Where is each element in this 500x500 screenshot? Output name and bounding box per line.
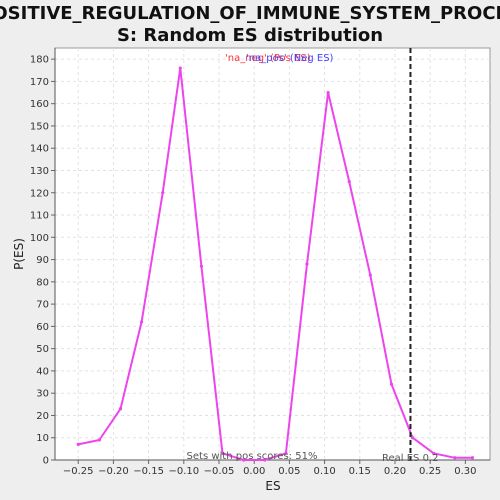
y-tick-label: 170	[30, 77, 49, 88]
es-data-point	[410, 436, 415, 440]
es-data-point	[161, 191, 165, 195]
es-distribution-line	[77, 67, 473, 461]
y-tick-label: 60	[36, 322, 49, 333]
es-data-point	[97, 438, 101, 442]
y-tick-label: 100	[30, 233, 49, 244]
y-tick-label: 180	[30, 55, 49, 66]
y-tick-label: 90	[36, 255, 49, 266]
es-data-point	[178, 66, 182, 70]
x-axis-label: ES	[265, 479, 280, 493]
es-data-point	[347, 180, 351, 184]
x-tick-label: −0.15	[133, 466, 164, 477]
y-tick-label: 160	[30, 99, 49, 110]
es-data-point	[453, 456, 457, 460]
y-tick-label: 110	[30, 211, 49, 222]
y-tick-label: 120	[30, 188, 49, 199]
es-data-point	[139, 320, 144, 324]
y-tick-label: 140	[30, 144, 49, 155]
plot-area	[54, 47, 491, 461]
y-tick-label: 130	[30, 166, 49, 177]
x-tick-label: 0.10	[313, 466, 335, 477]
series-layer	[76, 48, 475, 462]
y-tick-label: 10	[36, 433, 49, 444]
chart-title-line-2: S: Random ES distribution	[117, 25, 383, 46]
x-tick-label: −0.10	[168, 466, 199, 477]
es-data-point	[263, 458, 267, 462]
chart-title-line-1: POSITIVE_REGULATION_OF_IMMUNE_SYSTEM_PRO…	[0, 3, 500, 24]
legend-entry-pos: 'na_neg' (Pos ES)	[225, 53, 311, 64]
es-data-point	[242, 458, 246, 462]
x-tick-label: 0.00	[243, 466, 265, 477]
pos-scores-annotation: Sets with pos scores: 51%	[187, 451, 318, 462]
es-data-point	[326, 90, 330, 95]
x-tick-label: 0.25	[419, 466, 441, 477]
es-data-point	[432, 451, 436, 455]
y-tick-label: 20	[36, 411, 49, 422]
x-tick-label: 0.20	[384, 466, 406, 477]
y-tick-label: 30	[36, 389, 49, 400]
x-tick-label: −0.25	[63, 466, 94, 477]
axes: 0 10 20 30 40 50 60 70 80 90 100 110 120 130 140 150 160…	[30, 48, 490, 477]
legend-entry-neg: 'na_pos' (Neg ES)	[246, 53, 334, 64]
es-data-point	[389, 382, 394, 386]
es-data-point	[470, 456, 475, 460]
es-data-point	[76, 442, 80, 447]
es-data-point	[220, 451, 225, 455]
y-tick-label: 80	[36, 277, 49, 288]
y-tick-label: 70	[36, 300, 49, 311]
es-data-point	[118, 407, 123, 411]
x-tick-label: −0.20	[98, 466, 129, 477]
x-tick-label: 0.05	[278, 466, 300, 477]
x-tick-label: 0.15	[349, 466, 371, 477]
x-tick-label: 0.30	[454, 466, 476, 477]
y-tick-label: 0	[43, 456, 49, 467]
x-tick-label: −0.05	[204, 466, 235, 477]
es-data-point	[199, 264, 204, 268]
y-tick-label: 40	[36, 366, 49, 377]
es-data-point	[305, 262, 309, 266]
es-data-point	[284, 451, 288, 455]
y-axis-label: P(ES)	[12, 238, 26, 270]
real-es-label: Real ES 0.2	[382, 453, 438, 464]
y-tick-label: 50	[36, 344, 49, 355]
es-data-point	[368, 273, 372, 277]
y-tick-label: 150	[30, 121, 49, 132]
